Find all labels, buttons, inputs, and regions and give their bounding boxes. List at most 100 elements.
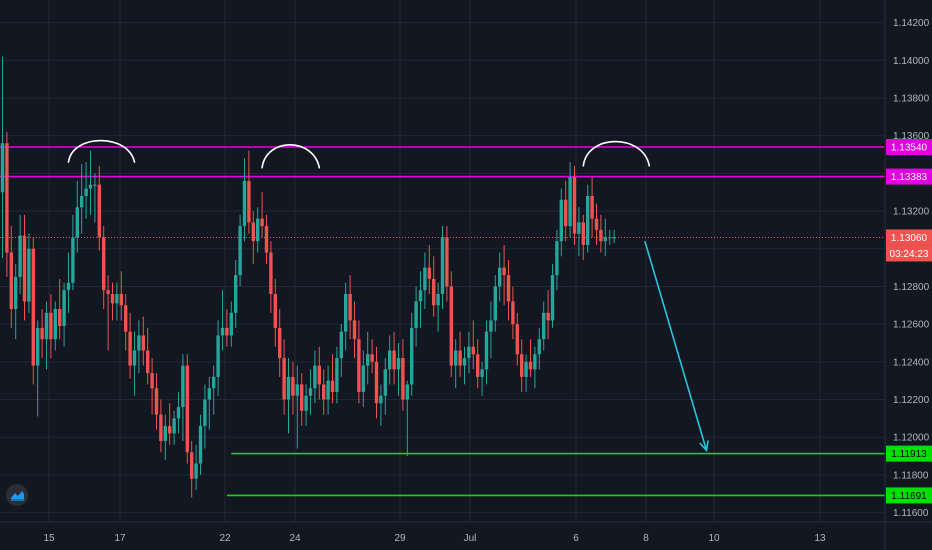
candle-body	[335, 358, 339, 392]
candle-body	[282, 358, 286, 400]
support-price-tag-text: 1.11913	[891, 449, 927, 460]
candle-body	[84, 188, 88, 196]
candle-body	[119, 293, 123, 306]
time-tick-label: 22	[219, 533, 231, 544]
candle-body	[22, 235, 27, 302]
candle-body	[506, 275, 511, 302]
forecast-arrowhead	[699, 440, 709, 453]
candle-body	[124, 305, 128, 332]
candle-body	[352, 320, 357, 340]
candle-body	[172, 418, 176, 434]
candle-body	[229, 312, 233, 336]
resistance-price-tag: 1.13383	[886, 168, 932, 185]
candle-body	[278, 327, 282, 359]
candle-body	[141, 335, 145, 351]
candle-body	[427, 267, 431, 279]
candle-body	[71, 237, 75, 283]
candle-body	[581, 222, 585, 245]
candle-body	[370, 354, 374, 362]
candle-body	[339, 331, 343, 359]
candle-body	[242, 180, 247, 227]
candle-body	[27, 248, 31, 302]
tradingview-logo-icon	[6, 484, 28, 506]
time-axis[interactable]: 15 17 22 24 29 Jul 6 8 10 13	[0, 521, 932, 544]
price-tick-label: 1.13800	[893, 93, 930, 104]
current-price-tag: 1.13060	[886, 229, 932, 246]
candle-body	[31, 248, 35, 366]
support-price-tag-bg	[886, 445, 932, 462]
candle-body	[537, 339, 541, 355]
candle-body	[594, 218, 599, 230]
candle-body	[418, 290, 423, 302]
candle-body	[480, 369, 484, 377]
candle-body	[110, 293, 115, 304]
candle-body	[493, 286, 497, 321]
price-tick-label: 1.14000	[893, 56, 930, 67]
hand-drawn-arc[interactable]	[582, 140, 651, 167]
candle-body	[80, 195, 84, 208]
candle-body	[388, 350, 392, 370]
candle-body	[58, 309, 62, 327]
candle-body	[489, 320, 493, 332]
candle-body	[476, 354, 480, 377]
candle-body	[238, 226, 242, 276]
support-price-tag-bg	[886, 487, 932, 504]
candle-body	[225, 327, 229, 336]
candle-body	[440, 237, 445, 294]
candle-body	[467, 346, 471, 359]
candle-body	[410, 327, 414, 385]
hand-drawn-arc[interactable]	[261, 144, 321, 169]
candle-body	[106, 290, 110, 294]
candle-body	[150, 373, 154, 389]
candle-body	[313, 365, 317, 389]
candle-body	[322, 384, 326, 400]
price-tick-label: 1.11600	[893, 508, 929, 519]
candle-body	[542, 312, 546, 340]
candle-body	[462, 358, 467, 366]
candle-body	[207, 388, 211, 400]
price-tick-label: 1.14200	[893, 18, 930, 29]
candle-body	[383, 369, 387, 396]
countdown-tag: 03:24:23	[886, 245, 932, 262]
candle-body	[357, 339, 361, 392]
candle-body	[168, 425, 172, 434]
countdown-tag-bg	[886, 245, 932, 262]
candle-body	[599, 229, 603, 242]
candle-body	[300, 384, 304, 411]
candle-body	[9, 252, 13, 310]
resistance-price-tag-text: 1.13383	[891, 172, 928, 183]
candle-body	[568, 177, 572, 227]
candle-body	[62, 290, 66, 327]
support-price-tag: 1.11691	[886, 487, 932, 504]
candle-body	[88, 184, 93, 189]
forecast-arrow-line[interactable]	[644, 240, 708, 451]
candle-body	[515, 324, 519, 355]
candle-body	[14, 277, 18, 310]
candle-body	[449, 286, 453, 366]
candle-body	[502, 267, 506, 276]
hand-drawn-arc[interactable]	[67, 139, 136, 163]
candle-body	[396, 358, 401, 370]
support-price-tag: 1.11913	[886, 445, 932, 462]
price-tick-label: 1.12400	[893, 357, 930, 368]
candle-body	[559, 199, 563, 242]
candle-body	[115, 293, 119, 304]
candle-body	[401, 358, 405, 400]
candle-body	[163, 425, 167, 441]
time-tick-label: Jul	[464, 533, 477, 544]
candle-body	[291, 376, 295, 396]
candles-layer	[0, 56, 616, 498]
candle-body	[317, 365, 321, 385]
candle-body	[234, 275, 238, 313]
candle-body	[49, 312, 53, 340]
candle-body	[251, 222, 255, 242]
time-tick-label: 13	[814, 533, 826, 544]
price-tick-label: 1.11800	[893, 470, 929, 481]
candle-body	[445, 237, 449, 287]
candle-body	[264, 226, 269, 253]
grid-layer	[0, 0, 885, 522]
candle-body	[555, 241, 559, 276]
candle-body	[550, 275, 555, 321]
